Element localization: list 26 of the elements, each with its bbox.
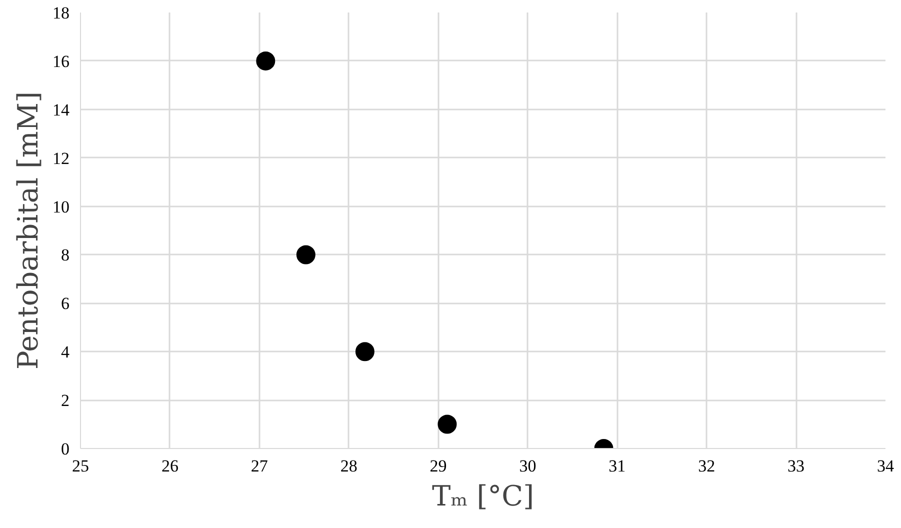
y-tick-label: 12 [52,148,70,168]
x-tick-label: 32 [698,456,716,476]
x-tick-label: 28 [340,456,358,476]
y-tick-label: 10 [52,197,70,216]
point [296,245,316,264]
y-tick-label: 8 [61,246,70,265]
y-tick-label: 4 [61,342,70,362]
point [256,51,276,70]
point [438,414,457,434]
y-tick-label: 0 [61,440,70,458]
y-tick-label: 14 [52,100,70,120]
y-tick-label: 16 [52,52,70,71]
x-tick-label: 31 [608,456,626,476]
x-tick-label: 29 [430,456,447,476]
y-tick-label: 2 [61,391,70,410]
x-tick-label: 26 [161,456,178,476]
x-tick-label: 27 [250,456,268,476]
x-tick-label: 33 [788,456,805,476]
y-tick-label: 6 [61,294,70,314]
y-axis-title: Pentobarbital [mM] [12,91,44,370]
x-tick-label: 34 [877,456,894,476]
point [355,342,374,362]
x-axis-title: Tₘ [°C] [432,480,534,512]
y-tick-label: 18 [52,4,70,22]
x-tick-label: 30 [519,456,536,476]
x-tick-label: 25 [72,456,89,476]
